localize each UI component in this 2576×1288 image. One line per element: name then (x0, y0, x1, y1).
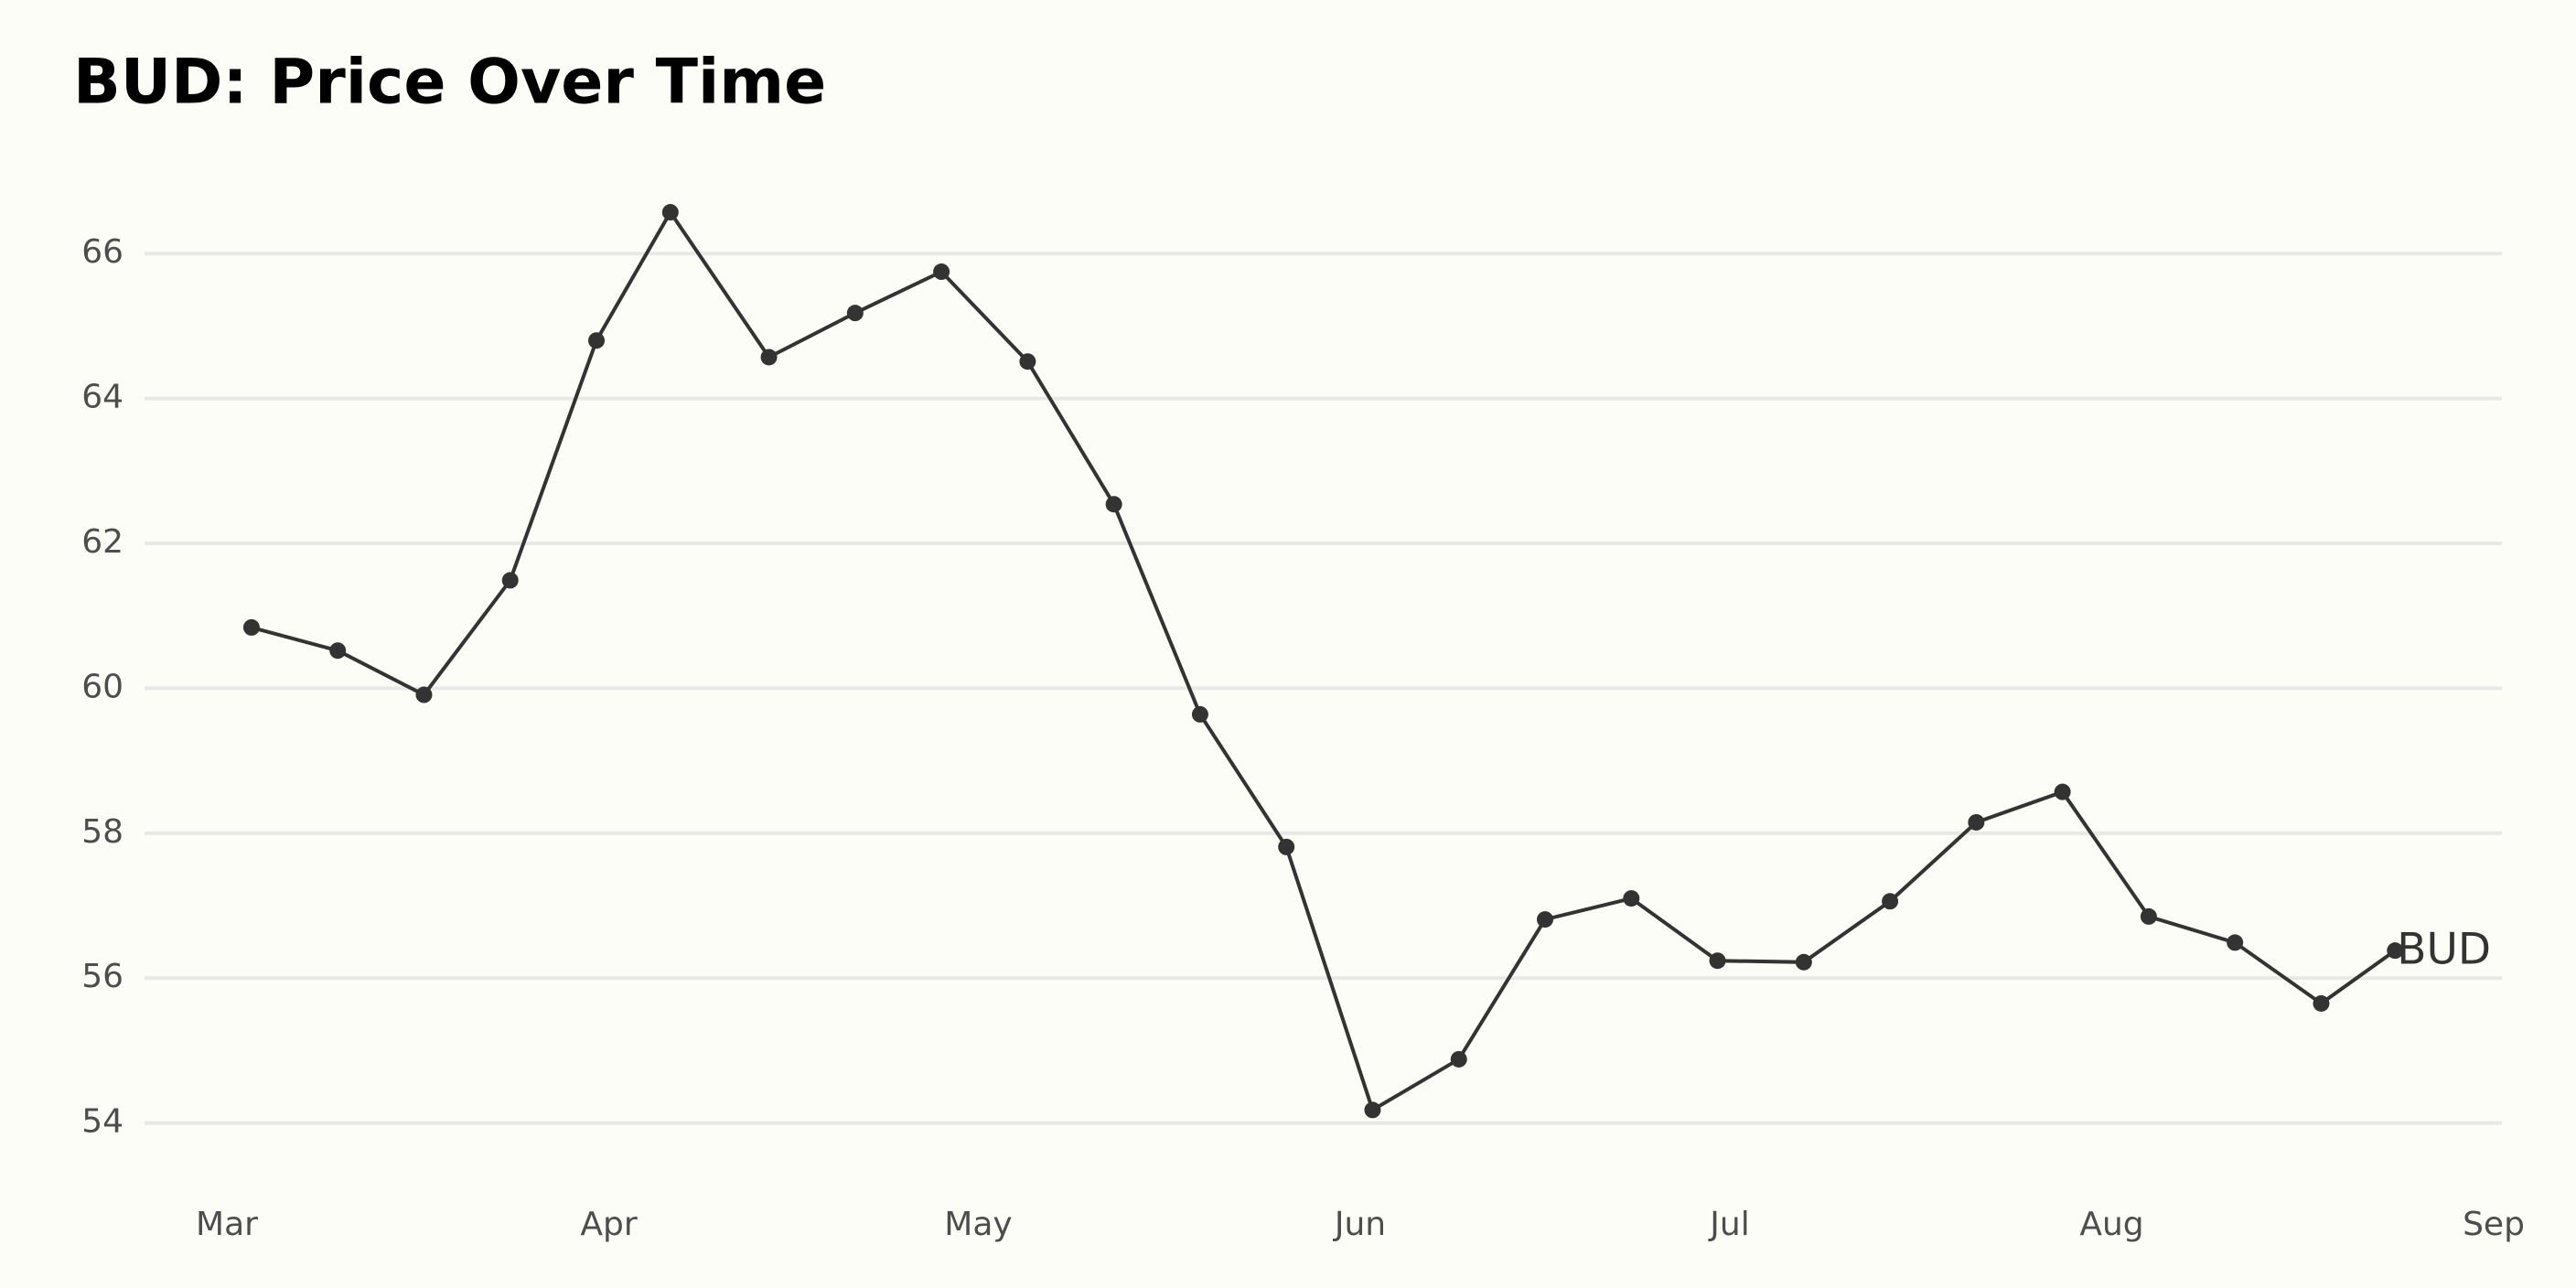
data-point (1450, 1050, 1467, 1068)
x-tick-label: Sep (2463, 1206, 2525, 1243)
data-point (2313, 994, 2330, 1012)
series-line (251, 209, 2397, 1113)
x-tick-label: Jul (1708, 1206, 1749, 1243)
data-point (242, 618, 260, 636)
data-point (760, 349, 778, 366)
data-point (588, 332, 606, 349)
data-point (1882, 893, 1899, 910)
x-tick-label: Mar (196, 1206, 258, 1243)
data-point (661, 204, 679, 221)
y-tick-label: 58 (81, 813, 123, 851)
y-tick-label: 60 (81, 668, 123, 705)
data-point (1019, 353, 1036, 370)
data-point (2227, 934, 2244, 951)
x-tick-label: May (944, 1206, 1012, 1243)
data-point (1968, 813, 1985, 831)
y-tick-label: 62 (81, 523, 123, 561)
data-point (1795, 953, 1812, 971)
data-point (933, 263, 950, 281)
y-tick-label: 56 (81, 958, 123, 995)
data-point (1709, 952, 1726, 970)
data-point (415, 686, 433, 703)
x-tick-label: Apr (580, 1206, 637, 1243)
data-point (1364, 1101, 1381, 1119)
data-point (2387, 942, 2404, 960)
data-point (1537, 911, 1554, 928)
data-point (1191, 705, 1208, 723)
data-point (2140, 907, 2157, 925)
chart-title: BUD: Price Over Time (73, 47, 826, 119)
series-label: BUD (2397, 925, 2491, 975)
data-point (501, 572, 519, 589)
data-point (846, 305, 864, 322)
data-point (2054, 783, 2071, 800)
y-tick-label: 64 (81, 379, 123, 416)
x-tick-label: Jun (1333, 1206, 1386, 1243)
y-tick-label: 54 (81, 1103, 123, 1141)
y-tick-label: 66 (81, 233, 123, 271)
data-point (1105, 496, 1122, 513)
data-point (329, 642, 347, 660)
x-tick-label: Aug (2079, 1206, 2143, 1243)
data-point (1278, 838, 1295, 855)
data-point (1623, 890, 1640, 907)
